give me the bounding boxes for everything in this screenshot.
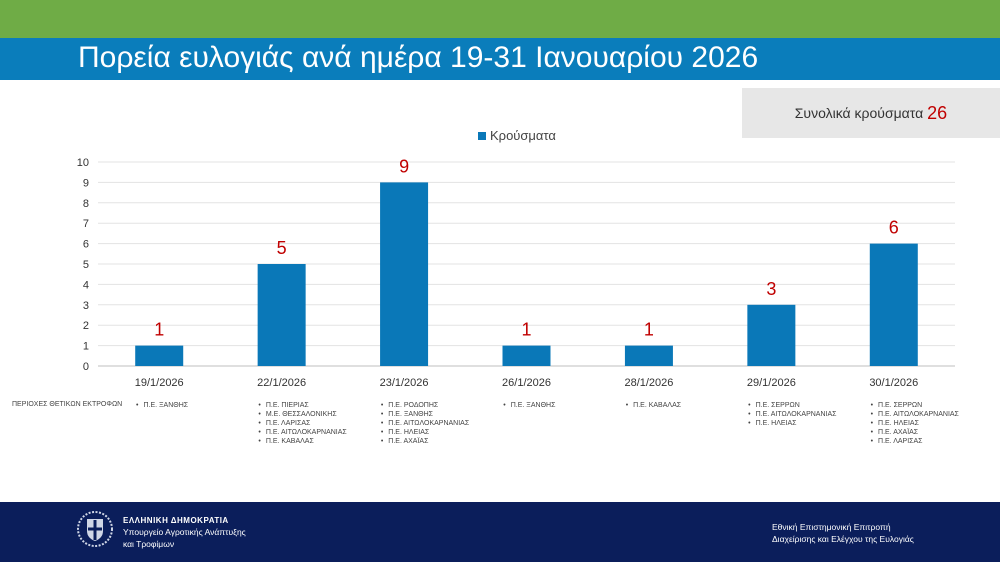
region-item: Π.Ε. ΗΛΕΙΑΣ bbox=[748, 419, 836, 428]
region-item: Π.Ε. ΗΛΕΙΑΣ bbox=[871, 419, 959, 428]
region-item: Π.Ε. ΑΧΑΪΑΣ bbox=[871, 428, 959, 437]
region-item: Μ.Ε. ΘΕΣΣΑΛΟΝΙΚΗΣ bbox=[258, 410, 346, 419]
y-tick-label: 1 bbox=[83, 341, 89, 353]
y-tick-label: 10 bbox=[77, 157, 89, 169]
region-item: Π.Ε. ΚΑΒΑΛΑΣ bbox=[626, 401, 681, 410]
bar bbox=[135, 345, 184, 366]
region-item: Π.Ε. ΗΛΕΙΑΣ bbox=[381, 428, 469, 437]
cases-bar-chart: Κρούσματα 0 1 2 3 4 5 6 7 8 9 10 1 19/1/2026 5 22/1/202… bbox=[77, 128, 955, 389]
region-item: Π.Ε. ΡΟΔΟΠΗΣ bbox=[381, 401, 469, 410]
top-accent-bar bbox=[0, 0, 1000, 38]
region-item: Π.Ε. ΣΕΡΡΩΝ bbox=[748, 401, 836, 410]
data-label: 6 bbox=[889, 218, 899, 238]
total-cases-box: Συνολικά κρούσματα 26 bbox=[742, 88, 1000, 138]
y-tick-label: 5 bbox=[83, 259, 89, 271]
region-item: Π.Ε. ΑΧΑΪΑΣ bbox=[381, 437, 469, 446]
y-tick-label: 7 bbox=[83, 218, 89, 230]
x-tick-label: 30/1/2026 bbox=[869, 377, 918, 389]
y-tick-label: 4 bbox=[83, 279, 89, 291]
y-tick-label: 0 bbox=[83, 361, 89, 373]
legend-label: Κρούσματα bbox=[490, 128, 556, 143]
region-list-23-1-2026: Π.Ε. ΡΟΔΟΠΗΣΠ.Ε. ΞΑΝΘΗΣΠ.Ε. ΑΙΤΩΛΟΚΑΡΝΑΝ… bbox=[381, 401, 469, 446]
data-label: 1 bbox=[154, 320, 164, 340]
region-item: Π.Ε. ΑΙΤΩΛΟΚΑΡΝΑΝΙΑΣ bbox=[871, 410, 959, 419]
y-tick-label: 8 bbox=[83, 198, 89, 210]
region-item: Π.Ε. ΑΙΤΩΛΟΚΑΡΝΑΝΙΑΣ bbox=[381, 419, 469, 428]
total-value: 26 bbox=[927, 102, 948, 123]
data-label: 3 bbox=[766, 279, 776, 299]
footer: ΕΛΛΗΝΙΚΗ ΔΗΜΟΚΡΑΤΙΑ Υπουργείο Αγροτικής … bbox=[0, 502, 1000, 562]
title-band: Πορεία ευλογιάς ανά ημέρα 19-31 Ιανουαρί… bbox=[0, 38, 1000, 80]
page-title: Πορεία ευλογιάς ανά ημέρα 19-31 Ιανουαρί… bbox=[78, 41, 759, 74]
y-tick-label: 9 bbox=[83, 177, 89, 189]
gov-line2: Υπουργείο Αγροτικής Ανάπτυξης bbox=[123, 527, 246, 537]
bar bbox=[380, 182, 429, 366]
region-item: Π.Ε. ΑΙΤΩΛΟΚΑΡΝΑΝΙΑΣ bbox=[748, 410, 837, 419]
committee-line1: Εθνική Επιστημονική Επιτροπή bbox=[772, 522, 891, 532]
y-tick-label: 2 bbox=[83, 320, 89, 332]
data-label: 1 bbox=[644, 320, 654, 340]
region-item: Π.Ε. ΑΙΤΩΛΟΚΑΡΝΑΝΙΑΣ bbox=[258, 428, 347, 437]
gov-line1: ΕΛΛΗΝΙΚΗ ΔΗΜΟΚΡΑΤΙΑ bbox=[123, 516, 229, 525]
region-item: Π.Ε. ΛΑΡΙΣΑΣ bbox=[871, 437, 959, 446]
regions-label: ΠΕΡΙΟΧΕΣ ΘΕΤΙΚΩΝ ΕΚΤΡΟΦΩΝ bbox=[12, 401, 123, 408]
data-label: 1 bbox=[521, 320, 531, 340]
region-item: Π.Ε. ΠΙΕΡΙΑΣ bbox=[258, 401, 346, 410]
x-tick-label: 26/1/2026 bbox=[502, 377, 551, 389]
bar bbox=[624, 345, 673, 366]
bar bbox=[869, 243, 918, 366]
x-tick-label: 28/1/2026 bbox=[624, 377, 673, 389]
y-tick-label: 3 bbox=[83, 300, 89, 312]
gov-line3: και Τροφίμων bbox=[123, 539, 175, 549]
region-item: Π.Ε. ΚΑΒΑΛΑΣ bbox=[258, 437, 346, 446]
committee-line2: Διαχείρισης και Ελέγχου της Ευλογιάς bbox=[772, 534, 914, 544]
data-label: 5 bbox=[277, 238, 287, 258]
region-item: Π.Ε. ΛΑΡΙΣΑΣ bbox=[258, 419, 346, 428]
x-tick-label: 29/1/2026 bbox=[747, 377, 796, 389]
bar bbox=[257, 264, 306, 366]
x-tick-label: 22/1/2026 bbox=[257, 377, 306, 389]
legend-swatch bbox=[478, 132, 486, 140]
region-item: Π.Ε. ΣΕΡΡΩΝ bbox=[871, 401, 959, 410]
region-list-22-1-2026: Π.Ε. ΠΙΕΡΙΑΣΜ.Ε. ΘΕΣΣΑΛΟΝΙΚΗΣΠ.Ε. ΛΑΡΙΣΑ… bbox=[258, 401, 347, 446]
region-list-19-1-2026: Π.Ε. ΞΑΝΘΗΣ bbox=[136, 401, 188, 410]
y-tick-label: 6 bbox=[83, 239, 89, 251]
region-list-30-1-2026: Π.Ε. ΣΕΡΡΩΝΠ.Ε. ΑΙΤΩΛΟΚΑΡΝΑΝΙΑΣΠ.Ε. ΗΛΕΙ… bbox=[871, 401, 959, 446]
x-tick-label: 19/1/2026 bbox=[135, 377, 184, 389]
region-list-28-1-2026: Π.Ε. ΚΑΒΑΛΑΣ bbox=[626, 401, 681, 410]
total-label: Συνολικά κρούσματα bbox=[794, 105, 924, 121]
bar bbox=[502, 345, 551, 366]
region-item: Π.Ε. ΞΑΝΘΗΣ bbox=[503, 401, 556, 410]
region-item: Π.Ε. ΞΑΝΘΗΣ bbox=[381, 410, 469, 419]
data-label: 9 bbox=[399, 156, 409, 176]
region-list-29-1-2026: Π.Ε. ΣΕΡΡΩΝΠ.Ε. ΑΙΤΩΛΟΚΑΡΝΑΝΙΑΣΠ.Ε. ΗΛΕΙ… bbox=[748, 401, 837, 428]
region-list-26-1-2026: Π.Ε. ΞΑΝΘΗΣ bbox=[503, 401, 556, 410]
bar bbox=[747, 304, 796, 366]
region-item: Π.Ε. ΞΑΝΘΗΣ bbox=[136, 401, 188, 410]
x-tick-label: 23/1/2026 bbox=[380, 377, 429, 389]
greek-emblem-icon bbox=[77, 511, 113, 547]
